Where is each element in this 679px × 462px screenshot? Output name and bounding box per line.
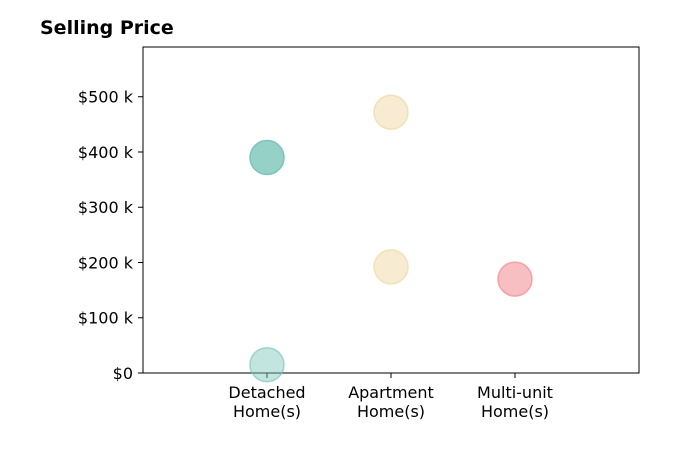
y-tick-label: $0 — [113, 364, 133, 383]
axes: $0 $100 k $200 k $300 k $400 k $500 k Detached… — [78, 46, 640, 421]
x-tick-label: Detached Home(s) — [228, 383, 305, 421]
x-tick-label: Multi-unit Home(s) — [477, 383, 553, 421]
y-tick-label: $200 k — [78, 253, 134, 272]
y-tick-label: $500 k — [78, 88, 134, 107]
y-tick-label: $300 k — [78, 198, 134, 217]
data-point — [373, 94, 409, 130]
chart-title: Selling Price — [40, 17, 174, 39]
data-points — [249, 94, 533, 383]
y-tick-label: $100 k — [78, 309, 134, 328]
data-point — [249, 346, 285, 383]
data-point — [373, 249, 409, 285]
y-tick-label: $400 k — [78, 143, 134, 162]
data-point — [249, 139, 285, 176]
data-point — [497, 261, 533, 297]
x-tick-label: Apartment Home(s) — [348, 383, 434, 421]
